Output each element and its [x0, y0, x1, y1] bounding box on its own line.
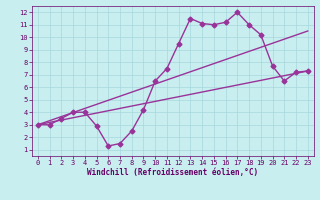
X-axis label: Windchill (Refroidissement éolien,°C): Windchill (Refroidissement éolien,°C)	[87, 168, 258, 177]
